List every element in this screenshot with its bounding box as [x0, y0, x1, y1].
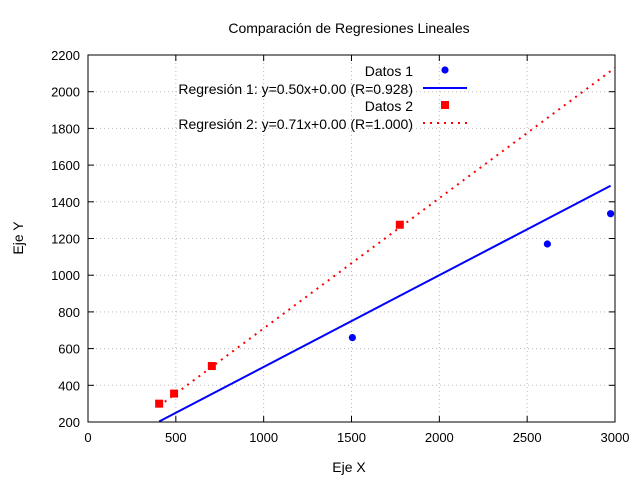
y-tick-label: 600 [58, 342, 80, 357]
x-tick-label: 1500 [337, 430, 366, 445]
x-tick-label: 500 [165, 430, 187, 445]
y-tick-label: 2000 [51, 85, 80, 100]
x-tick-label: 0 [84, 430, 91, 445]
y-tick-label: 2200 [51, 48, 80, 63]
data-point-series-2 [207, 362, 216, 371]
x-tick-label: 2500 [513, 430, 542, 445]
y-tick-label: 1200 [51, 232, 80, 247]
axis-ticks: 0 500 1000 1500 2000 2500 3000 200 400 600 800 1000… [51, 48, 629, 445]
legend: Datos 1 Regresión 1: y=0.50x+0.00 (R=0.9… [178, 63, 467, 132]
y-axis-title: Eje Y [10, 221, 26, 255]
x-tick-label: 3000 [601, 430, 630, 445]
y-tick-label: 1600 [51, 158, 80, 173]
legend-marker-datos-2 [441, 101, 449, 109]
plot-series [155, 67, 616, 423]
legend-label-regresion-1: Regresión 1: y=0.50x+0.00 (R=0.928) [178, 81, 413, 97]
legend-label-datos-1: Datos 1 [365, 63, 413, 79]
data-point-series-2 [395, 220, 404, 229]
chart-title: Comparación de Regresiones Lineales [228, 20, 469, 36]
plot-frame [87, 54, 616, 423]
y-tick-label: 800 [58, 305, 80, 320]
data-point-series-2 [170, 389, 179, 398]
legend-label-datos-2: Datos 2 [365, 98, 413, 114]
data-point-series-0 [607, 210, 615, 218]
legend-label-regresion-2: Regresión 2: y=0.71x+0.00 (R=1.000) [178, 116, 413, 132]
regression-line-1 [158, 184, 612, 423]
y-tick-label: 400 [58, 378, 80, 393]
data-point-series-0 [348, 333, 356, 342]
y-tick-label: 1400 [51, 195, 80, 210]
y-tick-label: 200 [58, 415, 80, 430]
y-tick-label: 1000 [51, 268, 80, 283]
x-tick-label: 2000 [425, 430, 454, 445]
data-point-series-2 [155, 399, 164, 408]
grid [88, 55, 615, 422]
y-tick-label: 1800 [51, 121, 80, 136]
data-point-series-0 [543, 240, 551, 248]
x-tick-label: 1000 [249, 430, 278, 445]
legend-marker-datos-1 [441, 66, 449, 74]
x-axis-title: Eje X [332, 459, 366, 475]
